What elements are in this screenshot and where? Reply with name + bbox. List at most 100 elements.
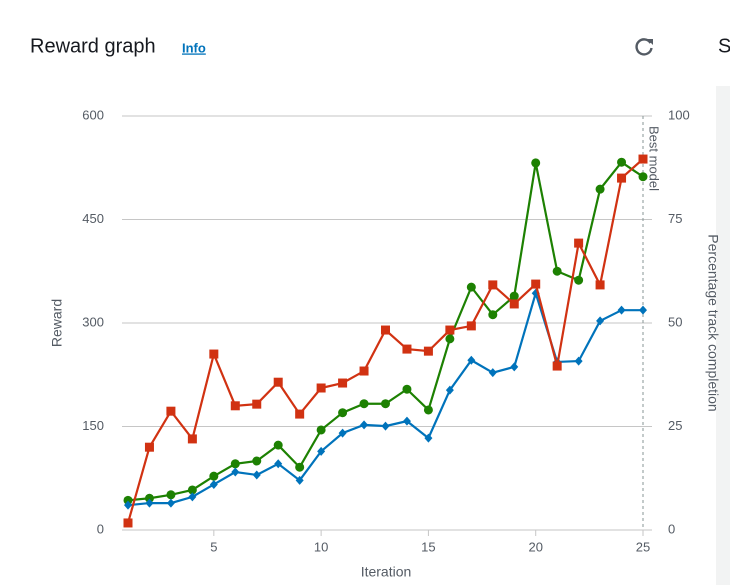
side-panel-strip	[716, 86, 730, 585]
point	[124, 500, 132, 510]
point	[574, 356, 583, 366]
x-tick-label: 5	[210, 539, 217, 554]
point	[295, 409, 305, 419]
x-tick-label: 10	[314, 539, 328, 554]
point	[188, 492, 197, 502]
y-tick-label: 450	[82, 211, 104, 226]
point	[187, 485, 197, 495]
point	[338, 378, 348, 388]
point	[252, 399, 262, 409]
point	[381, 399, 390, 409]
x-tick-label: 25	[636, 539, 650, 554]
plot: 0 150 300 450 600 0 25 50 75 100 5 10 15 20 25 Iteratio…	[49, 107, 722, 579]
point	[639, 305, 647, 315]
y-tick-label: 600	[82, 107, 104, 122]
point	[638, 154, 648, 164]
point	[295, 475, 304, 485]
point	[531, 279, 541, 289]
point	[359, 399, 369, 409]
point	[424, 433, 433, 443]
point	[209, 479, 218, 489]
point	[638, 172, 648, 182]
point	[617, 173, 627, 183]
refresh-arrow	[647, 39, 653, 45]
y-tick-label: 150	[82, 418, 104, 433]
point	[488, 368, 497, 378]
point	[273, 377, 283, 387]
point	[317, 446, 326, 456]
point	[488, 310, 498, 320]
y2-tick-label: 75	[668, 211, 682, 226]
point	[552, 361, 562, 371]
point	[123, 495, 133, 505]
best-model-label: Best model	[647, 126, 662, 191]
point	[595, 184, 605, 194]
point	[445, 385, 454, 395]
point	[231, 467, 240, 477]
point	[166, 490, 176, 500]
point	[230, 401, 240, 411]
point	[467, 355, 476, 365]
point	[617, 157, 627, 167]
y2-tick-label: 100	[668, 107, 690, 122]
point	[166, 498, 175, 508]
point	[402, 344, 412, 354]
point	[423, 405, 433, 415]
point	[574, 275, 584, 285]
point	[274, 459, 283, 469]
point	[209, 349, 219, 359]
x-axis-label: Iteration	[361, 564, 412, 580]
point	[510, 362, 519, 372]
point	[316, 425, 326, 435]
point	[466, 321, 476, 331]
point	[509, 291, 519, 301]
point	[144, 493, 154, 503]
info-link[interactable]: Info	[182, 40, 206, 55]
point	[381, 421, 390, 431]
point	[617, 305, 626, 315]
point	[144, 442, 154, 452]
point	[166, 406, 176, 416]
y-tick-label: 300	[82, 314, 104, 329]
next-panel-title: S	[718, 35, 730, 57]
point	[252, 470, 261, 480]
point	[230, 459, 240, 469]
point	[423, 346, 433, 356]
point	[381, 325, 390, 335]
point	[402, 384, 412, 394]
point	[466, 282, 476, 292]
y2-tick-label: 50	[668, 314, 682, 329]
point	[338, 428, 347, 438]
point	[402, 416, 411, 426]
point	[360, 420, 369, 430]
point	[488, 280, 498, 290]
refresh-icon	[635, 38, 653, 56]
y-tick-label: 0	[97, 521, 104, 536]
point	[316, 383, 326, 393]
point	[531, 158, 541, 168]
x-tick-label: 15	[421, 539, 435, 554]
y2-tick-label: 25	[668, 418, 682, 433]
point	[273, 440, 283, 450]
point	[123, 518, 133, 528]
panel-title: Reward graph	[30, 35, 156, 57]
point	[596, 316, 605, 326]
y2-axis-label: Percentage track completion	[705, 234, 721, 411]
point	[209, 471, 219, 481]
point	[252, 456, 262, 466]
y2-tick-label: 0	[668, 521, 675, 536]
y-axis-label: Reward	[49, 299, 65, 347]
point	[552, 266, 562, 276]
point	[359, 366, 369, 376]
point	[574, 238, 584, 248]
point	[145, 498, 154, 508]
refresh-button[interactable]	[635, 38, 653, 56]
x-tick-label: 20	[528, 539, 542, 554]
point	[445, 334, 455, 344]
point	[509, 299, 519, 309]
point	[445, 325, 455, 335]
point	[338, 408, 348, 418]
